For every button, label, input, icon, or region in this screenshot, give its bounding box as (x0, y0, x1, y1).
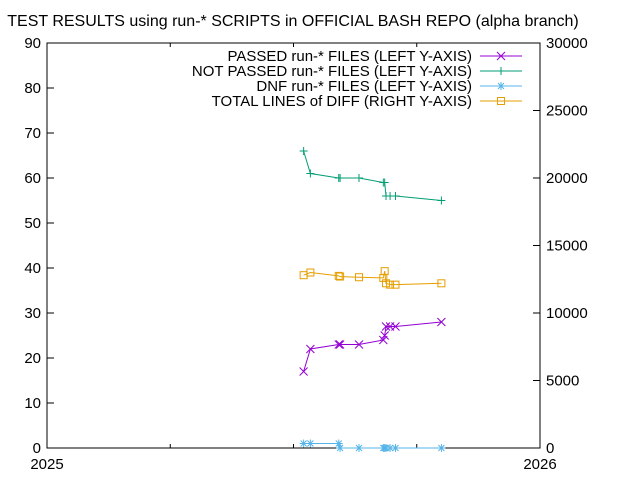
y-tick-label: 10 (24, 395, 41, 412)
data-point (381, 322, 391, 331)
data-point (306, 169, 315, 178)
y-tick-label: 0 (33, 440, 41, 457)
data-point (299, 439, 308, 448)
y2-tick-label: 20000 (546, 170, 588, 187)
data-point (437, 196, 446, 205)
legend-sample-marker (497, 82, 505, 90)
y-tick-label: 90 (24, 35, 41, 52)
data-point (355, 174, 364, 182)
ticks: 0 10 20 30 40 50 60 70 80 90 0 5000 10000 15000 20000 2… (24, 35, 587, 473)
y2-tick-label: 30000 (546, 35, 588, 52)
legend-label: PASSED run-* FILES (LEFT Y-AXIS) (227, 48, 472, 65)
data-point (391, 444, 400, 452)
data-point (380, 267, 389, 276)
series-0 (299, 317, 446, 376)
data-point (380, 178, 389, 187)
y2-tick-label: 5000 (546, 373, 579, 390)
data-point (299, 147, 308, 155)
legend: PASSED run-* FILES (LEFT Y-AXIS)NOT PASS… (192, 48, 522, 110)
series-3 (299, 267, 446, 289)
legend-item: DNF run-* FILES (LEFT Y-AXIS) (256, 78, 522, 95)
y-tick-label: 80 (24, 80, 41, 97)
legend-item: TOTAL LINES of DIFF (RIGHT Y-AXIS) (212, 93, 522, 110)
y-tick-label: 20 (24, 350, 41, 367)
y2-tick-label: 25000 (546, 103, 588, 120)
data-point (336, 174, 345, 182)
x-tick-label: 2026 (523, 456, 556, 473)
legend-sample-marker (497, 67, 505, 75)
data-point (306, 439, 315, 448)
y2-tick-label: 0 (546, 440, 554, 457)
legend-label: TOTAL LINES of DIFF (RIGHT Y-AXIS) (212, 93, 472, 110)
y-tick-label: 30 (24, 305, 41, 322)
data-point (335, 340, 345, 349)
y2-tick-label: 10000 (546, 305, 588, 322)
x-tick-label: 2025 (30, 456, 63, 473)
data-point (382, 279, 391, 288)
data-point (437, 317, 446, 327)
data-point (354, 340, 364, 349)
data-point (336, 272, 345, 281)
series-line (303, 150, 442, 201)
data-point (299, 367, 308, 376)
data-point (391, 280, 400, 289)
data-point (355, 444, 364, 452)
data-point (334, 439, 343, 448)
legend-label: DNF run-* FILES (LEFT Y-AXIS) (256, 78, 472, 95)
data-point (306, 268, 315, 277)
chart-title: TEST RESULTS using run-* SCRIPTS in OFFI… (7, 13, 578, 30)
y-tick-label: 40 (24, 260, 41, 277)
y2-tick-label: 15000 (546, 238, 588, 255)
series (299, 147, 446, 452)
legend-item: NOT PASSED run-* FILES (LEFT Y-AXIS) (192, 63, 522, 80)
y-tick-label: 70 (24, 125, 41, 142)
data-point (380, 331, 390, 340)
legend-sample-marker (497, 97, 505, 105)
data-point (437, 279, 446, 288)
data-point (334, 340, 344, 349)
series-1 (299, 147, 446, 205)
legend-label: NOT PASSED run-* FILES (LEFT Y-AXIS) (192, 63, 472, 80)
series-line (303, 321, 442, 372)
data-point (306, 344, 315, 354)
data-point (336, 444, 345, 452)
y-tick-label: 50 (24, 215, 41, 232)
data-point (391, 322, 400, 331)
data-point (334, 271, 343, 280)
series-line (303, 443, 442, 449)
data-point (386, 280, 395, 289)
y-tick-label: 60 (24, 170, 41, 187)
data-point (437, 444, 446, 452)
legend-item: PASSED run-* FILES (LEFT Y-AXIS) (227, 48, 522, 65)
series-2 (299, 439, 446, 452)
data-point (391, 192, 400, 200)
legend-sample-marker (496, 51, 506, 61)
data-point (355, 273, 364, 282)
series-line (303, 270, 442, 286)
